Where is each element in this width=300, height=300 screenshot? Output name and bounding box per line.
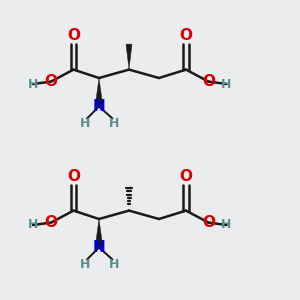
Text: O: O xyxy=(44,215,58,230)
Text: N: N xyxy=(93,99,105,114)
Text: H: H xyxy=(28,218,38,232)
Text: O: O xyxy=(179,28,193,43)
Polygon shape xyxy=(126,44,132,70)
Text: O: O xyxy=(202,215,215,230)
Text: O: O xyxy=(67,28,80,43)
Text: O: O xyxy=(44,74,58,89)
Text: H: H xyxy=(80,258,91,271)
Text: O: O xyxy=(179,169,193,184)
Text: H: H xyxy=(221,77,232,91)
Polygon shape xyxy=(95,78,103,106)
Text: H: H xyxy=(109,258,119,271)
Text: H: H xyxy=(28,77,38,91)
Text: H: H xyxy=(109,117,119,130)
Text: H: H xyxy=(80,117,91,130)
Text: H: H xyxy=(221,218,232,232)
Polygon shape xyxy=(95,219,103,248)
Text: O: O xyxy=(67,169,80,184)
Text: N: N xyxy=(93,240,105,255)
Text: O: O xyxy=(202,74,215,89)
